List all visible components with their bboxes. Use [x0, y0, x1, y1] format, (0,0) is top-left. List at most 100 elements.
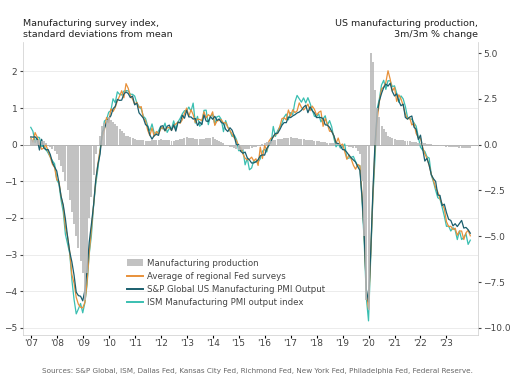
Bar — [164, 140, 166, 145]
Bar — [108, 117, 110, 145]
Bar — [95, 145, 97, 154]
Bar — [467, 145, 469, 148]
Bar — [125, 135, 127, 145]
Bar — [175, 140, 177, 145]
Bar — [316, 141, 318, 145]
Bar — [379, 117, 381, 145]
Bar — [147, 141, 149, 145]
Bar — [30, 139, 32, 145]
Bar — [376, 108, 378, 145]
Bar — [415, 142, 417, 145]
Bar — [307, 140, 309, 145]
Bar — [402, 140, 404, 145]
Bar — [266, 142, 268, 145]
Bar — [281, 139, 283, 145]
Bar — [437, 145, 439, 146]
Bar — [77, 145, 79, 249]
Bar — [396, 140, 398, 145]
Bar — [329, 143, 331, 145]
Text: US manufacturing production,
3m/3m % change: US manufacturing production, 3m/3m % cha… — [335, 19, 477, 39]
Bar — [220, 142, 222, 145]
Bar — [391, 138, 393, 145]
Bar — [177, 140, 179, 145]
Bar — [346, 145, 348, 146]
Bar — [170, 141, 173, 145]
Bar — [272, 140, 274, 145]
Bar — [127, 136, 129, 145]
Bar — [372, 62, 374, 145]
Bar — [350, 145, 352, 147]
Bar — [106, 120, 108, 145]
Bar — [99, 135, 101, 145]
Bar — [168, 140, 170, 145]
Bar — [210, 138, 212, 145]
Bar — [406, 141, 408, 145]
Legend: Manufacturing production, Average of regional Fed surveys, S&P Global US Manufac: Manufacturing production, Average of reg… — [127, 258, 325, 308]
Bar — [424, 144, 426, 145]
Bar — [253, 145, 255, 147]
Bar — [235, 145, 237, 149]
Bar — [71, 145, 73, 212]
Bar — [352, 145, 354, 148]
Bar — [255, 145, 257, 147]
Bar — [324, 142, 326, 145]
Bar — [129, 137, 131, 145]
Bar — [212, 137, 214, 145]
Bar — [318, 141, 320, 145]
Bar — [158, 140, 160, 145]
Bar — [428, 144, 430, 145]
Bar — [331, 143, 333, 145]
Bar — [242, 145, 244, 150]
Bar — [142, 140, 144, 145]
Bar — [300, 139, 302, 145]
Bar — [75, 145, 77, 236]
Bar — [73, 145, 75, 224]
Bar — [197, 139, 198, 145]
Bar — [227, 145, 229, 146]
Bar — [93, 145, 95, 175]
Bar — [54, 145, 56, 152]
Bar — [292, 138, 294, 145]
Bar — [64, 145, 66, 182]
Bar — [181, 139, 183, 145]
Text: Sources: S&P Global, ISM, Dallas Fed, Kansas City Fed, Richmond Fed, New York Fe: Sources: S&P Global, ISM, Dallas Fed, Ka… — [42, 368, 473, 374]
Bar — [43, 141, 45, 145]
Bar — [121, 131, 123, 145]
Bar — [277, 139, 279, 145]
Bar — [34, 140, 36, 145]
Bar — [370, 53, 372, 145]
Bar — [363, 145, 365, 236]
Bar — [309, 140, 311, 145]
Bar — [56, 145, 58, 154]
Bar — [327, 142, 329, 145]
Bar — [192, 138, 194, 145]
Bar — [68, 145, 71, 200]
Bar — [385, 132, 387, 145]
Bar — [393, 139, 396, 145]
Bar — [264, 143, 266, 145]
Bar — [287, 138, 289, 145]
Bar — [389, 137, 391, 145]
Bar — [86, 145, 88, 273]
Bar — [208, 138, 209, 145]
Bar — [156, 140, 158, 145]
Bar — [110, 120, 112, 145]
Bar — [374, 90, 376, 145]
Bar — [445, 145, 448, 147]
Bar — [136, 140, 138, 145]
Bar — [149, 141, 151, 145]
Bar — [456, 145, 458, 147]
Bar — [383, 129, 385, 145]
Bar — [322, 142, 324, 145]
Bar — [118, 129, 121, 145]
Bar — [84, 145, 86, 300]
Bar — [361, 145, 363, 182]
Bar — [365, 145, 367, 300]
Bar — [246, 145, 248, 149]
Bar — [458, 145, 460, 147]
Bar — [104, 123, 106, 145]
Bar — [138, 140, 140, 145]
Bar — [320, 142, 322, 145]
Bar — [186, 137, 187, 145]
Bar — [39, 140, 40, 145]
